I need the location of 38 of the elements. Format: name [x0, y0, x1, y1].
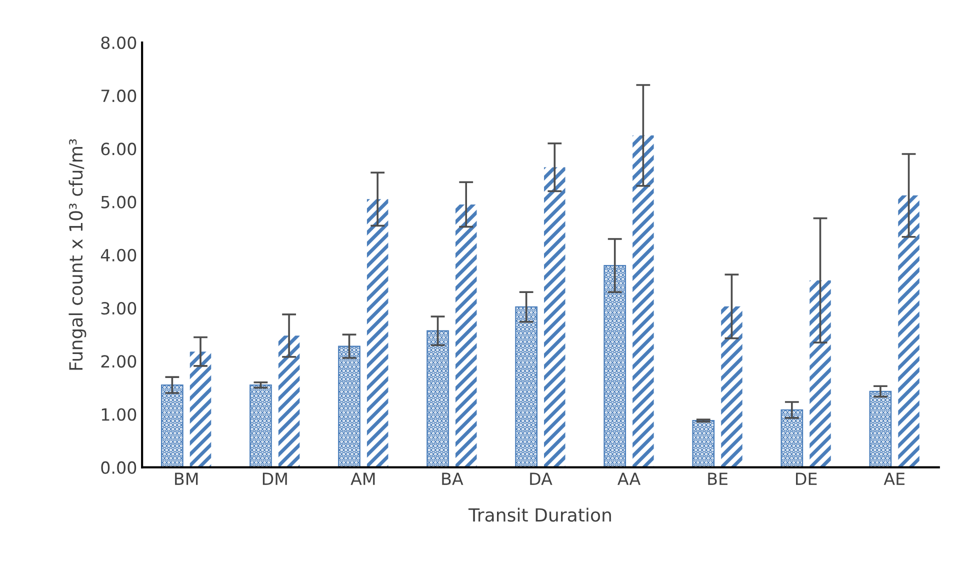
x-tick-label: BM — [175, 472, 198, 485]
x-tick-label: AE — [884, 472, 905, 485]
y-tick-label: 3.00 — [101, 302, 136, 315]
bar — [278, 336, 300, 468]
bar — [692, 420, 715, 468]
y-tick-label: 1.00 — [102, 408, 136, 421]
y-tick-label: 4.00 — [100, 248, 136, 262]
x-tick-label: BA — [442, 472, 464, 485]
bar — [161, 384, 184, 468]
x-axis-title: Transit Duration — [468, 508, 611, 522]
x-tick-label: DM — [262, 472, 287, 485]
bar — [250, 384, 272, 468]
bar — [190, 352, 212, 468]
bar — [632, 135, 654, 468]
y-tick-label: 0.00 — [101, 461, 136, 474]
x-tick-label: AA — [618, 472, 641, 485]
y-axis-title: Fungal count x 10³ cfu/m³ — [68, 139, 86, 370]
bar — [455, 204, 477, 468]
bar — [604, 264, 626, 468]
bar — [721, 306, 742, 468]
bar — [515, 306, 538, 468]
bar — [869, 390, 892, 468]
y-tick-label: 8.00 — [101, 36, 136, 50]
bar — [366, 199, 388, 468]
bar — [810, 280, 831, 468]
x-tick-label: BE — [708, 472, 728, 485]
y-tick-label: 7.00 — [101, 90, 136, 102]
bar — [426, 330, 449, 468]
bar — [780, 409, 804, 468]
bar — [544, 167, 566, 468]
y-tick-label: 5.00 — [101, 196, 136, 208]
y-tick-label: 2.00 — [101, 355, 136, 368]
x-tick-label: DA — [530, 472, 552, 485]
x-tick-label: DE — [796, 472, 817, 485]
y-tick-label: 6.00 — [101, 142, 136, 156]
bar — [898, 195, 920, 468]
bar — [338, 346, 360, 468]
x-tick-label: AM — [350, 472, 375, 485]
